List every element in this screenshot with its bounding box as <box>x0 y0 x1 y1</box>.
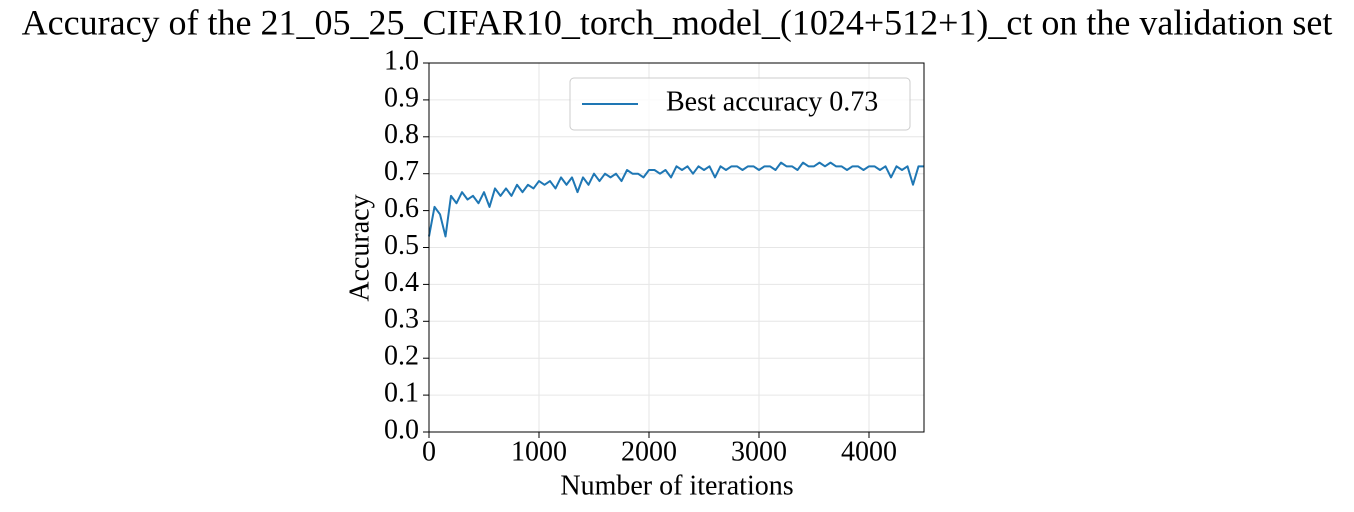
legend-box <box>569 77 911 131</box>
plot-frame <box>428 62 925 433</box>
x-tick-label: 1000 <box>511 436 567 467</box>
legend-label: Best accuracy 0.73 <box>666 86 878 117</box>
x-tick-label: 4000 <box>841 436 897 467</box>
y-axis-label: Accuracy <box>344 194 375 301</box>
chart-title: Accuracy of the 21_05_25_CIFAR10_torch_m… <box>22 2 1333 42</box>
y-tick-label: 0.1 <box>384 378 419 409</box>
x-axis-label: Number of iterations <box>560 470 793 501</box>
y-tick-label: 0.8 <box>384 119 419 150</box>
x-tick-label: 2000 <box>621 436 677 467</box>
y-tick-label: 0.4 <box>384 267 419 298</box>
y-tick-label: 0.7 <box>384 156 419 187</box>
y-tick-label: 0.2 <box>384 341 419 372</box>
y-tick-label: 0.3 <box>384 304 419 335</box>
y-tick-label: 0.5 <box>384 230 419 261</box>
y-tick-label: 0.6 <box>384 193 419 224</box>
x-tick-label: 3000 <box>731 436 787 467</box>
x-tick-label: 0 <box>422 436 436 467</box>
y-tick-label: 0.0 <box>384 414 419 445</box>
line-series <box>428 161 924 238</box>
y-tick-label: 1.0 <box>384 45 419 76</box>
y-tick-label: 0.9 <box>384 82 419 113</box>
